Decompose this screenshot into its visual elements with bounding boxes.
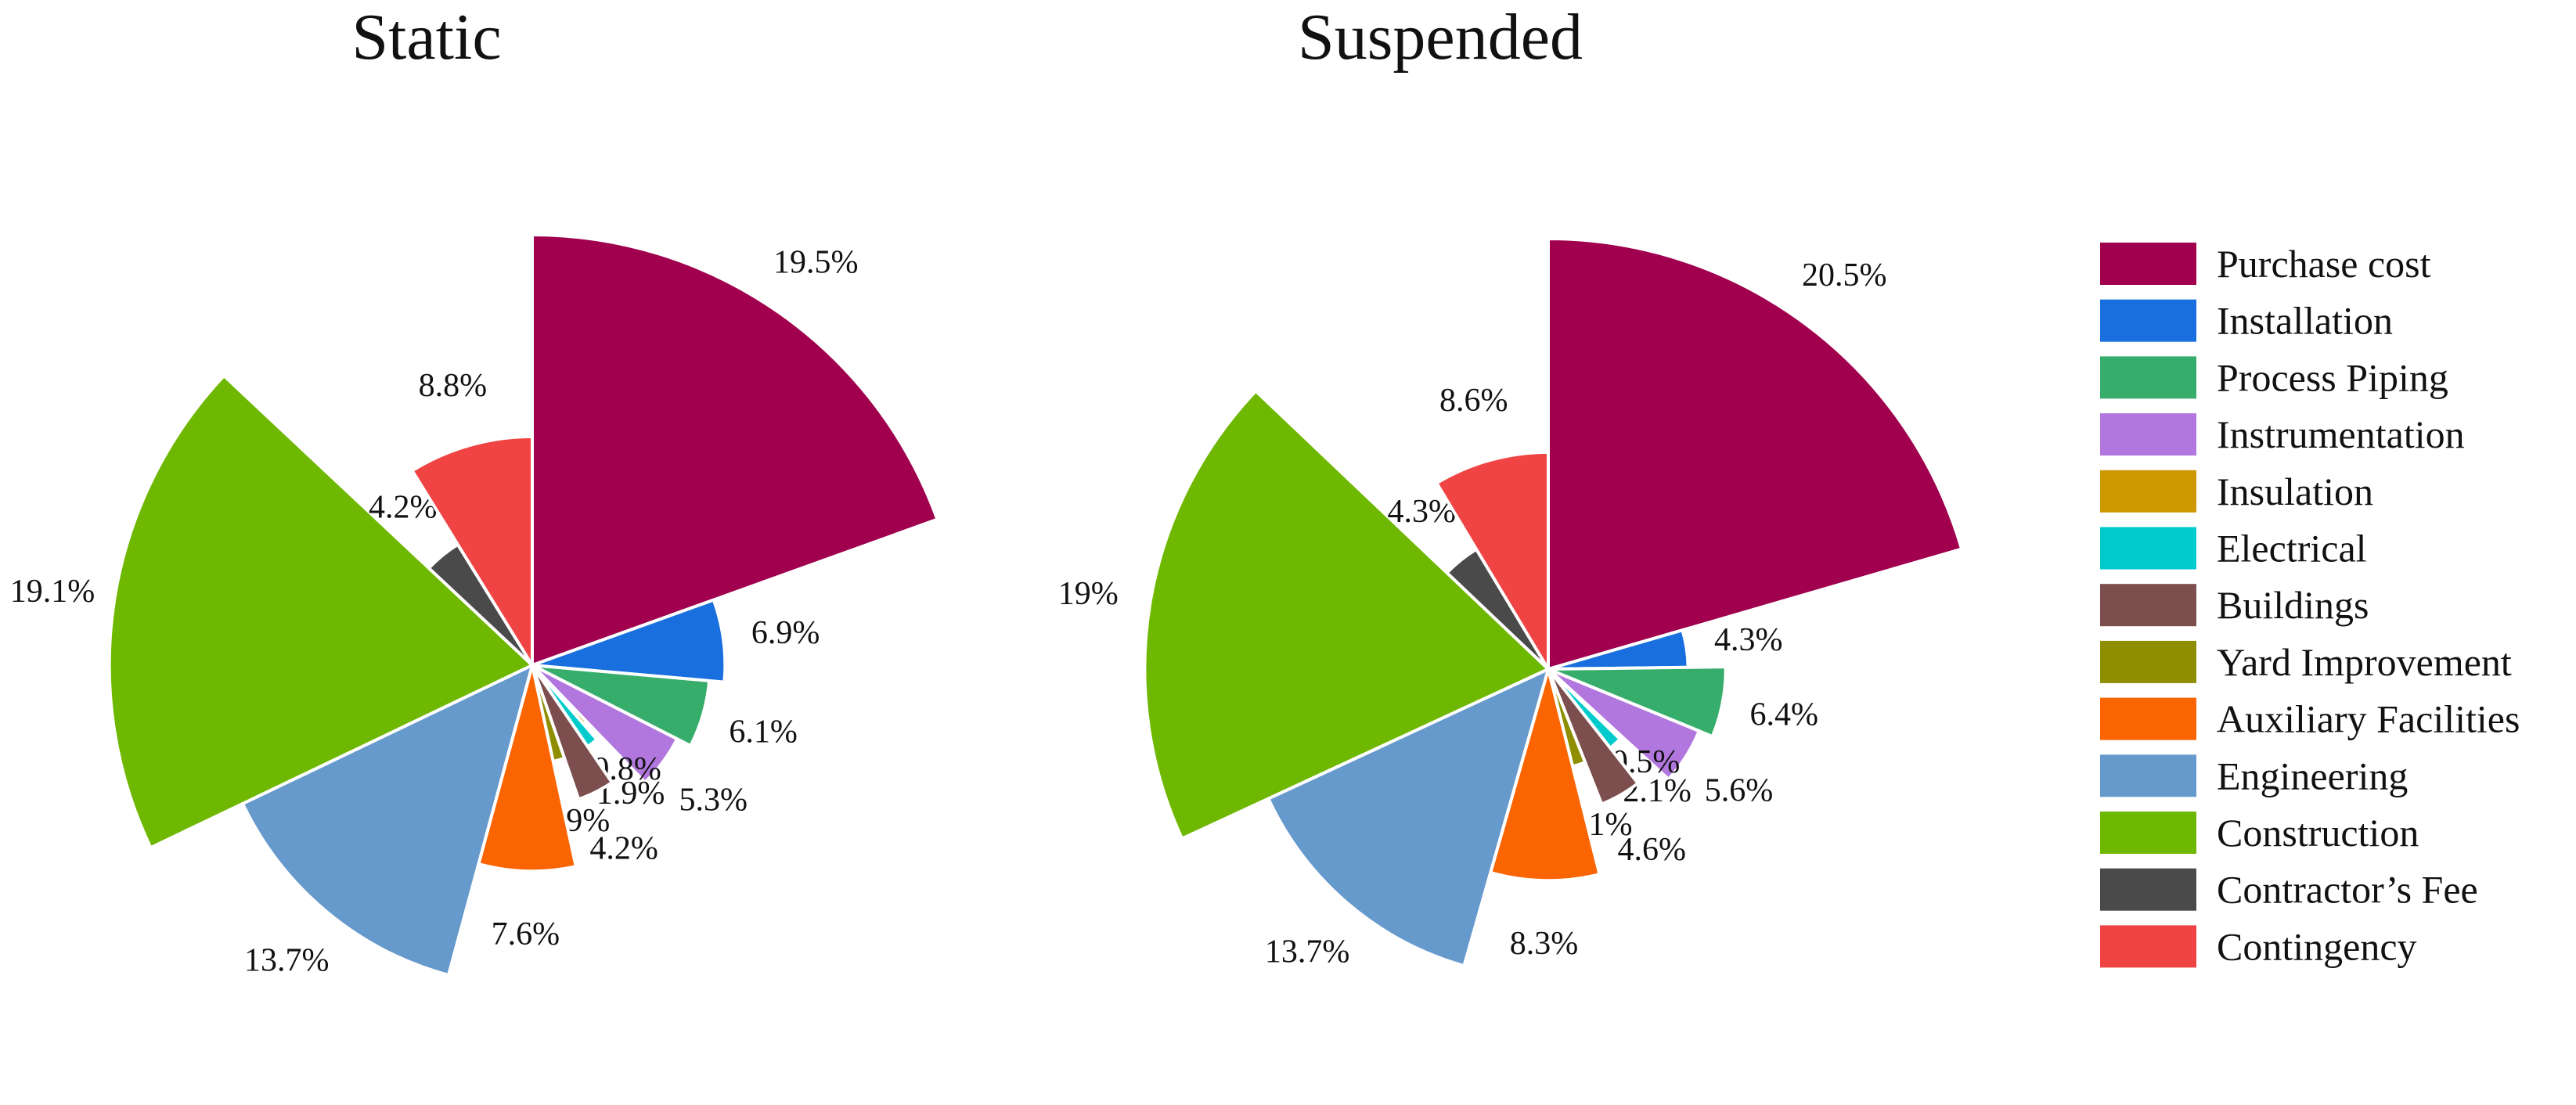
legend-label-contractor-s-fee: Contractor’s Fee: [2217, 868, 2478, 912]
static-label-process-piping: 6.1%: [729, 714, 798, 750]
static-label-auxiliary-facilities: 7.6%: [492, 916, 560, 952]
suspended-label-installation: 4.3%: [1714, 622, 1783, 658]
suspended-pie-chart: 20.5%4.3%6.4%5.6%0.5%2.1%4.6%2.1%8.3%13.…: [1058, 237, 1964, 970]
suspended-chart-title: Suspended: [1298, 1, 1583, 74]
suspended-label-construction: 19%: [1058, 576, 1119, 612]
suspended-label-contractor-s-fee: 4.3%: [1388, 494, 1457, 530]
suspended-label-engineering: 13.7%: [1265, 934, 1350, 970]
static-label-purchase-cost: 19.5%: [773, 245, 859, 281]
static-label-contingency: 8.8%: [419, 368, 488, 404]
legend-label-instrumentation: Instrumentation: [2217, 412, 2465, 456]
static-slice-auxiliary-facilities: [477, 664, 578, 873]
static-label-buildings: 4.2%: [589, 831, 658, 867]
static-chart-title: Static: [351, 1, 501, 74]
legend-label-insulation: Insulation: [2217, 470, 2373, 513]
static-slice-engineering: [240, 664, 534, 977]
suspended-slice-contingency: [1435, 450, 1550, 671]
legend-label-contingency: Contingency: [2217, 924, 2417, 968]
static-label-installation: 6.9%: [751, 615, 820, 651]
suspended-label-process-piping: 6.4%: [1750, 697, 1819, 733]
suspended-slice-auxiliary-facilities: [1489, 668, 1601, 883]
static-label-instrumentation: 5.3%: [679, 782, 748, 818]
legend-swatch-contractor-s-fee: [2100, 868, 2196, 911]
legend-label-installation: Installation: [2217, 299, 2393, 343]
suspended-label-buildings: 4.6%: [1617, 832, 1686, 868]
legend-swatch-instrumentation: [2100, 413, 2196, 456]
legend-label-electrical: Electrical: [2217, 527, 2367, 570]
static-label-construction: 19.1%: [10, 574, 95, 610]
legend-label-process-piping: Process Piping: [2217, 355, 2448, 399]
suspended-slice-engineering: [1266, 668, 1550, 968]
static-label-engineering: 13.7%: [244, 943, 330, 979]
legend-label-construction: Construction: [2217, 811, 2419, 855]
legend: Purchase cost Installation Process Piping I…: [2100, 242, 2520, 968]
legend-swatch-process-piping: [2100, 356, 2196, 399]
suspended-slice-instrumentation: [1547, 668, 1701, 781]
static-slice-purchase-cost: [531, 233, 939, 667]
suspended-label-contingency: 8.6%: [1439, 383, 1508, 419]
static-slice-installation: [531, 598, 727, 684]
legend-swatch-buildings: [2100, 584, 2196, 627]
legend-swatch-yard-improvement: [2100, 640, 2196, 683]
legend-swatch-auxiliary-facilities: [2100, 697, 2196, 740]
legend-label-buildings: Buildings: [2217, 583, 2369, 627]
static-slice-buildings: [531, 664, 614, 801]
legend-swatch-installation: [2100, 299, 2196, 342]
legend-label-engineering: Engineering: [2217, 754, 2408, 797]
static-pie-chart: 19.5%6.9%6.1%5.3%0.8%1.9%4.2%1.9%7.6%13.…: [10, 233, 939, 979]
legend-swatch-purchase-cost: [2100, 243, 2196, 285]
static-slice-process-piping: [531, 664, 712, 748]
legend-swatch-insulation: [2100, 470, 2196, 513]
static-slice-contingency: [410, 434, 534, 667]
suspended-slice-buildings: [1547, 668, 1640, 806]
legend-label-auxiliary-facilities: Auxiliary Facilities: [2217, 697, 2520, 741]
legend-label-purchase-cost: Purchase cost: [2217, 242, 2431, 286]
suspended-label-instrumentation: 5.6%: [1705, 773, 1774, 809]
suspended-slice-process-piping: [1547, 665, 1728, 739]
suspended-slice-construction: [1143, 389, 1550, 840]
legend-swatch-electrical: [2100, 527, 2196, 570]
static-slice-instrumentation: [531, 664, 679, 784]
legend-swatch-construction: [2100, 812, 2196, 854]
suspended-label-auxiliary-facilities: 8.3%: [1510, 926, 1579, 962]
suspended-label-purchase-cost: 20.5%: [1802, 257, 1887, 293]
legend-label-yard-improvement: Yard Improvement: [2217, 640, 2512, 684]
legend-swatch-contingency: [2100, 925, 2196, 968]
suspended-slice-purchase-cost: [1547, 237, 1964, 671]
static-slice-construction: [107, 374, 534, 850]
legend-swatch-engineering: [2100, 754, 2196, 797]
